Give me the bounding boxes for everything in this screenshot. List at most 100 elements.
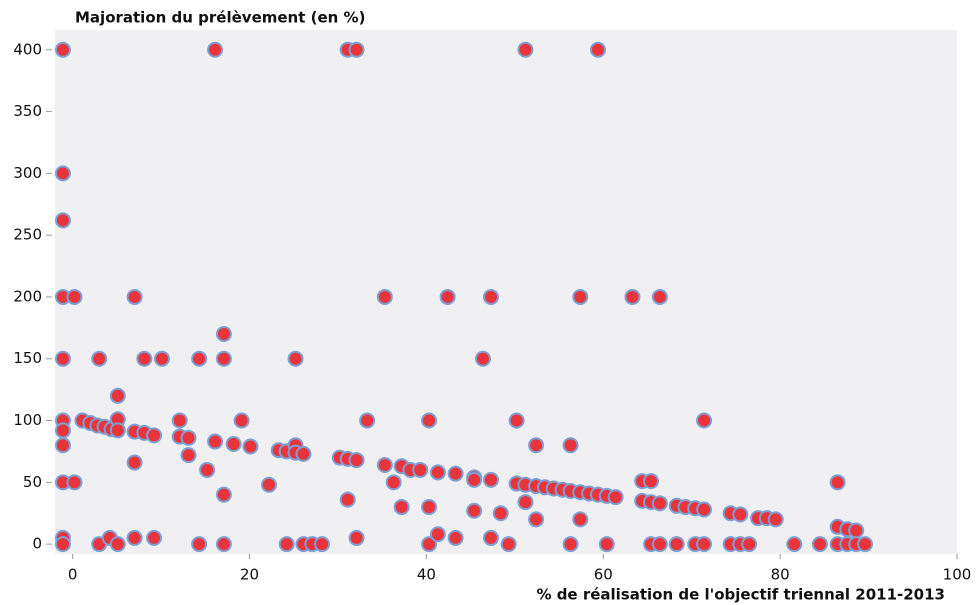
scatter-point [696,412,713,429]
scatter-point [732,506,749,523]
x-tick-label: 40 [417,566,436,584]
scatter-point [412,461,429,478]
y-tick-label: 300 [13,164,42,182]
scatter-point [180,447,197,464]
scatter-point [439,288,456,305]
scatter-point [199,461,216,478]
y-tick-label: 0 [32,535,42,553]
scatter-point [475,350,492,367]
scatter-point [109,387,126,404]
scatter-point [466,471,483,488]
scatter-point [528,511,545,528]
scatter-point [215,326,232,343]
scatter-point [109,536,126,553]
x-tick-label: 80 [771,566,790,584]
scatter-point [651,288,668,305]
scatter-point [624,288,641,305]
scatter-point [154,350,171,367]
scatter-point [54,212,71,229]
scatter-point [829,474,846,491]
scatter-point [54,437,71,454]
scatter-point [314,536,331,553]
scatter-point [429,526,446,543]
scatter-point [191,350,208,367]
scatter-point [180,429,197,446]
scatter-point [278,536,295,553]
scatter-point [66,474,83,491]
scatter-point [696,501,713,518]
scatter-point [54,41,71,58]
scatter-point [696,536,713,553]
scatter-point [207,41,224,58]
scatter-point [207,433,224,450]
scatter-point [215,536,232,553]
scatter-point [466,502,483,519]
y-tick-label: 100 [13,411,42,429]
scatter-point [225,436,242,453]
scatter-point [126,288,143,305]
scatter-point [741,536,758,553]
scatter-point [54,536,71,553]
scatter-point [848,522,865,539]
x-tick-label: 60 [594,566,613,584]
scatter-point [607,489,624,506]
scatter-point [215,486,232,503]
scatter-point [295,445,312,462]
scatter-point [171,412,188,429]
x-tick-label: 20 [240,566,259,584]
scatter-point [492,505,509,522]
plot-area [55,30,957,554]
scatter-point [215,350,232,367]
scatter-point [767,511,784,528]
scatter-point [393,499,410,516]
y-tick-label: 350 [13,102,42,120]
scatter-point [651,495,668,512]
scatter-point [508,412,525,429]
scatter-point [429,464,446,481]
scatter-point [348,41,365,58]
scatter-point [66,288,83,305]
scatter-point [54,350,71,367]
scatter-point [643,473,660,490]
scatter-point [562,437,579,454]
scatter-point [589,41,606,58]
scatter-point [126,454,143,471]
scatter-point [287,350,304,367]
scatter-point [562,536,579,553]
scatter-point [651,536,668,553]
scatter-point [811,536,828,553]
scatter-point [376,457,393,474]
scatter-point [857,536,874,553]
scatter-point [482,288,499,305]
scatter-point [385,474,402,491]
scatter-point [54,165,71,182]
scatter-point [242,438,259,455]
x-tick-label: 0 [68,566,78,584]
y-tick-label: 150 [13,349,42,367]
scatter-point [598,536,615,553]
scatter-point [54,422,71,439]
scatter-point [447,465,464,482]
scatter-point [482,529,499,546]
scatter-point [572,288,589,305]
y-tick-label: 200 [13,287,42,305]
scatter-point [786,536,803,553]
scatter-point [191,536,208,553]
scatter-point [517,41,534,58]
scatter-point [109,422,126,439]
scatter-point [348,452,365,469]
scatter-point [482,471,499,488]
scatter-point [339,491,356,508]
scatter-point [500,536,517,553]
scatter-point [528,437,545,454]
scatter-point [517,494,534,511]
scatter-point [376,288,393,305]
scatter-point [233,412,250,429]
scatter-point [421,412,438,429]
scatter-point [261,476,278,493]
chart-title: Majoration du prélèvement (en %) [75,9,365,27]
x-axis-label: % de réalisation de l'objectif triennal … [536,586,945,604]
scatter-point [447,529,464,546]
y-tick-label: 50 [23,473,42,491]
